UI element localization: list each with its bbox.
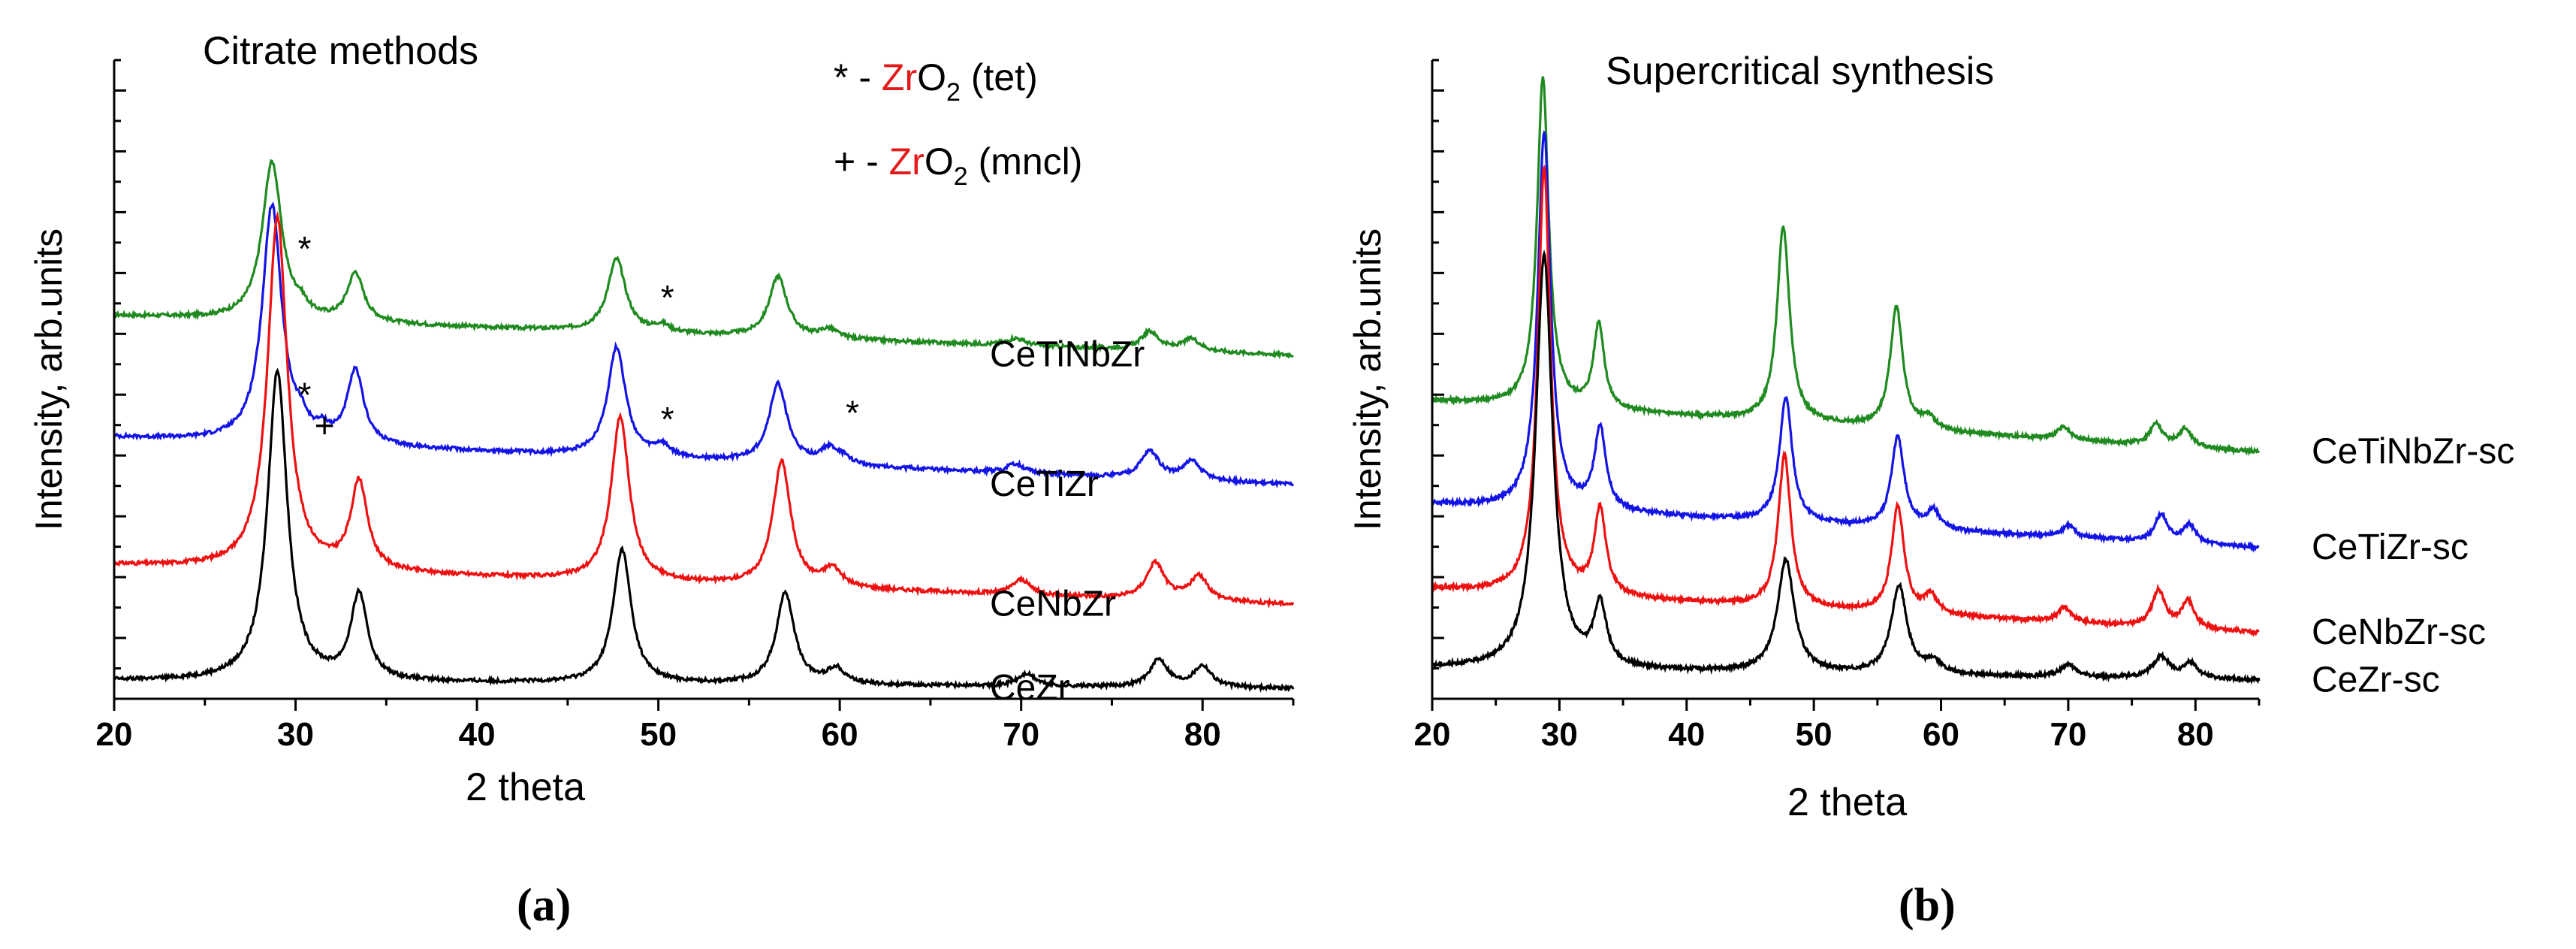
panel-a-y-axis-label: Intensity, arb.units <box>28 228 70 530</box>
panel-b-axes: 20 30 40 50 60 70 80 <box>1414 59 2261 753</box>
panel-a-traces: CeTiNbZr CeTiZr CeNbZr CeZr <box>113 159 1295 708</box>
series-line-cezr-sc <box>1431 249 2261 685</box>
legend-symbol: + <box>834 141 855 183</box>
series-line-cetinbzr <box>113 159 1294 359</box>
x-tick-label: 80 <box>1184 716 1221 753</box>
legend-o: O <box>925 141 954 183</box>
monoclinic-zro2-marker: + <box>315 406 335 445</box>
series-line-cezr <box>113 367 1295 693</box>
series-label-cenbzr: CeNbZr <box>990 585 1116 624</box>
x-tick-label: 50 <box>1796 716 1832 753</box>
panel-b-traces: CeTiNbZr-sc CeTiZr-sc CeNbZr-sc CeZr-sc <box>1431 76 2514 700</box>
legend-entry-mncl: + - ZrO2 (mncl) <box>834 141 1082 191</box>
series-label-cetinbzr-sc: CeTiNbZr-sc <box>2312 432 2514 472</box>
panel-a-axes: 20 30 40 50 60 70 80 <box>96 59 1295 753</box>
series-label-cenbzr-sc: CeNbZr-sc <box>2312 612 2486 652</box>
legend-subscript: 2 <box>954 162 968 191</box>
panel-b-chart: CeTiNbZr-sc CeTiZr-sc CeNbZr-sc CeZr-sc 20 3… <box>1347 50 2514 824</box>
legend-subscript: 2 <box>946 78 961 107</box>
series-label-cetizr-sc: CeTiZr-sc <box>2312 527 2469 567</box>
x-tick-label: 40 <box>1668 716 1705 753</box>
x-tick-label: 50 <box>640 716 677 753</box>
legend-phase: (mncl) <box>968 141 1083 183</box>
panel-a-label: (a) <box>517 880 571 931</box>
x-tick-label: 20 <box>1414 716 1451 753</box>
zro2-phase-legend: * - ZrO2 (tet) + - ZrO2 (mncl) <box>834 56 1082 191</box>
legend-symbol: * <box>834 56 848 98</box>
x-tick-label: 60 <box>822 716 858 753</box>
series-line-cenbzr <box>113 210 1295 609</box>
x-tick-label: 40 <box>459 716 496 753</box>
legend-o: O <box>917 56 946 98</box>
x-tick-label: 30 <box>1541 716 1578 753</box>
series-line-cenbzr-sc <box>1431 165 2260 637</box>
panel-b-x-axis-label: 2 theta <box>1787 781 1907 824</box>
x-tick-label: 60 <box>1923 716 1959 753</box>
series-label-cezr: CeZr <box>990 668 1070 708</box>
series-label-cetizr: CeTiZr <box>990 464 1099 504</box>
x-tick-label: 20 <box>96 716 133 753</box>
tetragonal-zro2-marker: * <box>661 278 674 317</box>
legend-zr: Zr <box>882 56 917 98</box>
panel-b-label: (b) <box>1899 880 1956 931</box>
legend-separator: - <box>855 141 888 183</box>
series-label-cetinbzr: CeTiNbZr <box>990 335 1145 375</box>
panel-a-x-axis-label: 2 theta <box>466 766 585 809</box>
series-line-cetizr <box>113 201 1295 488</box>
panel-a-markers: ***+ * * <box>298 229 859 445</box>
panel-b-title: Supercritical synthesis <box>1606 50 1994 93</box>
legend-separator: - <box>848 56 881 98</box>
tetragonal-zro2-marker: * <box>661 400 674 439</box>
x-tick-label: 30 <box>277 716 314 753</box>
x-tick-label: 80 <box>2177 716 2214 753</box>
panel-a-title: Citrate methods <box>203 29 478 73</box>
series-line-cetinbzr-sc <box>1431 76 2261 457</box>
legend-entry-tet: * - ZrO2 (tet) <box>834 56 1038 107</box>
series-label-cezr-sc: CeZr-sc <box>2312 660 2440 700</box>
x-tick-label: 70 <box>1003 716 1039 753</box>
tetragonal-zro2-marker: * <box>298 375 312 414</box>
legend-phase: (tet) <box>961 56 1038 98</box>
tetragonal-zro2-marker: * <box>298 229 312 268</box>
tetragonal-zro2-marker: * <box>846 394 859 433</box>
panel-b-y-axis-label: Intensity, arb.units <box>1347 228 1389 530</box>
x-tick-label: 70 <box>2050 716 2086 753</box>
legend-zr: Zr <box>889 141 925 183</box>
series-line-cetizr-sc <box>1431 129 2260 553</box>
